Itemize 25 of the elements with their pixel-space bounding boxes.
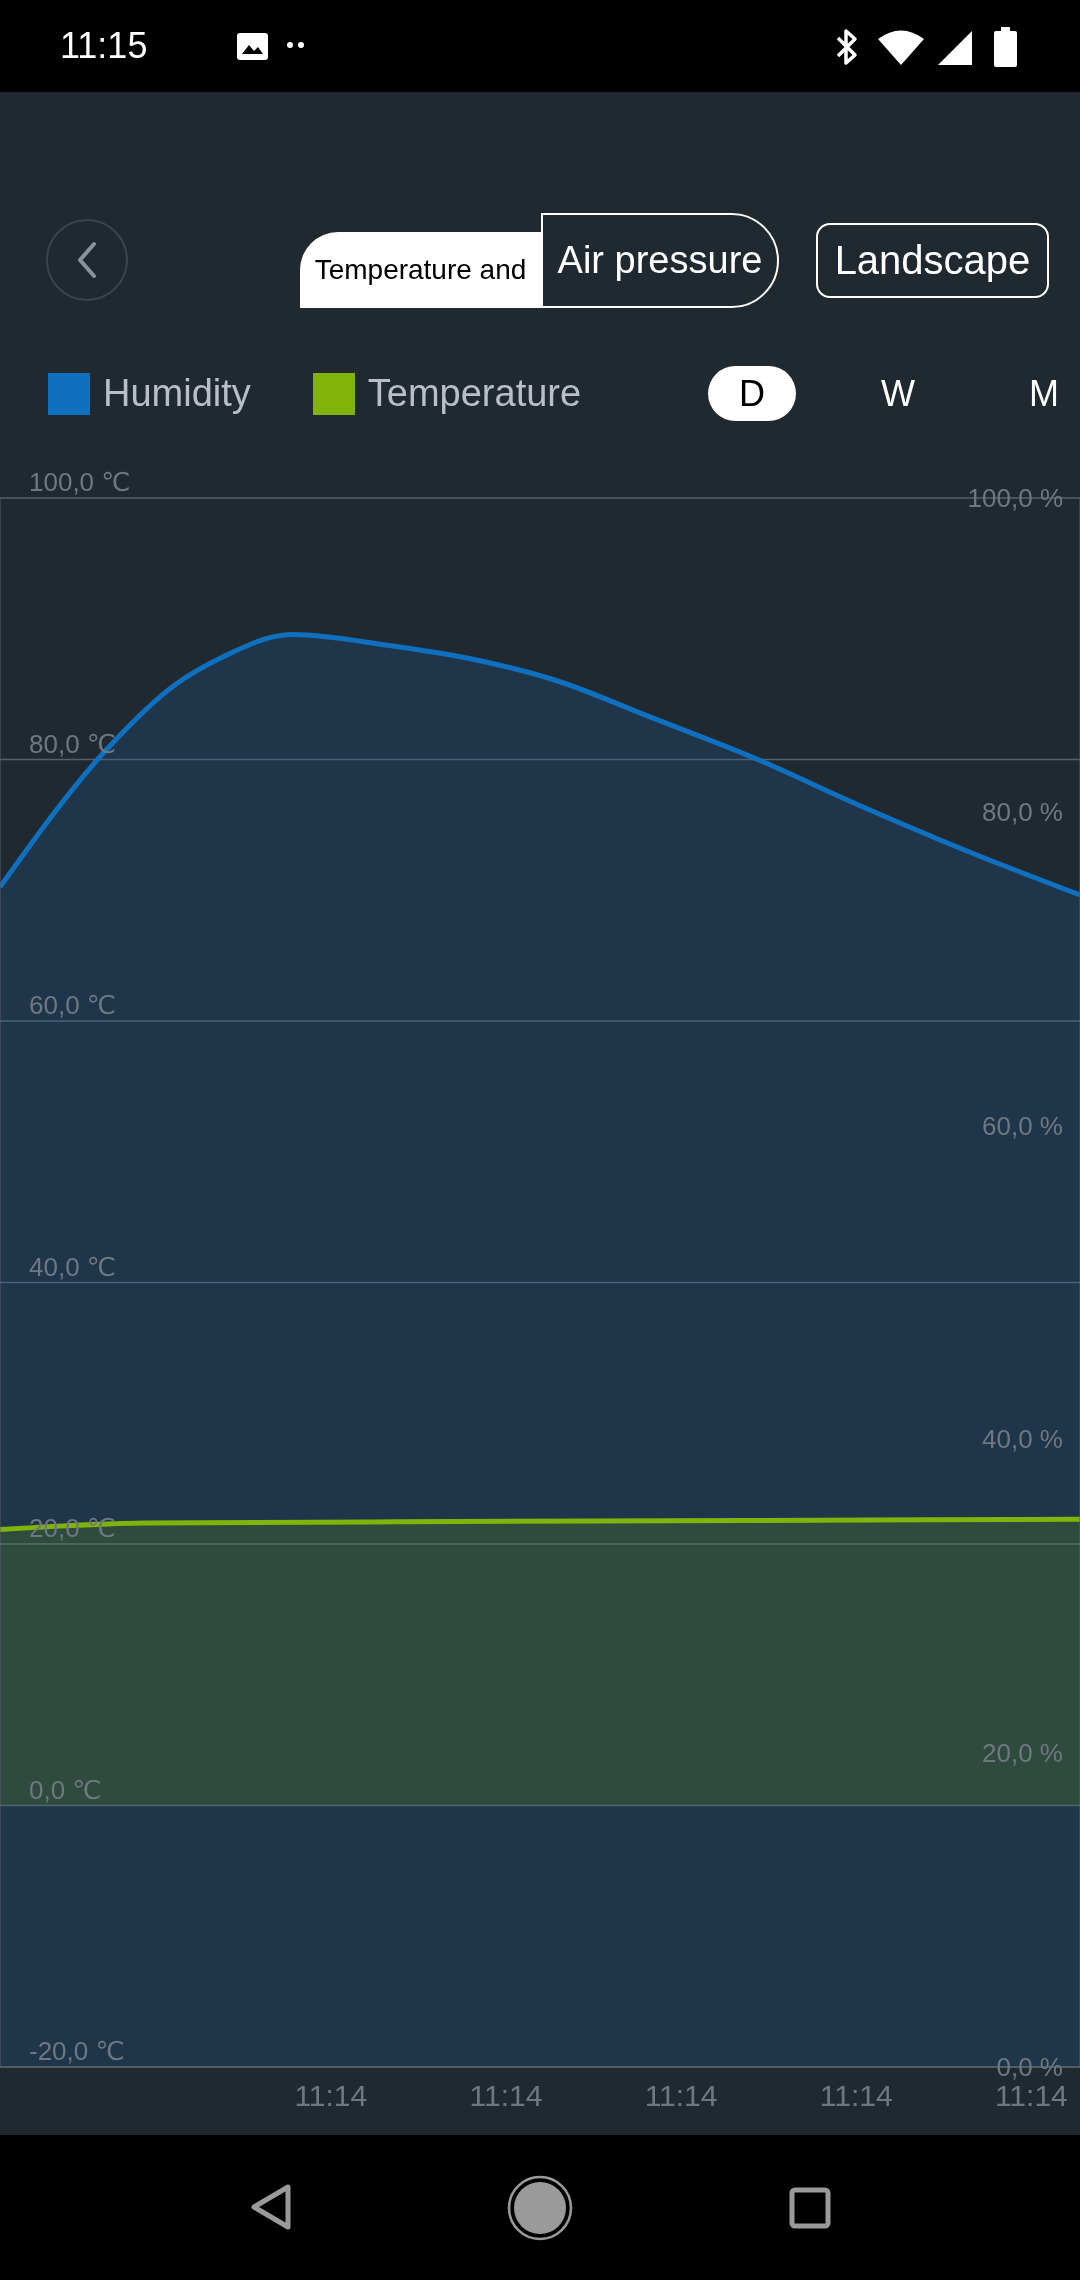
legend-label: Humidity — [103, 372, 251, 414]
tab: Air pressure — [541, 213, 779, 308]
y-tick-label: 0,0 ℃ — [29, 1774, 102, 1805]
y2-tick-label: 60,0 % — [982, 1110, 1063, 1141]
y2-tick-label: 40,0 % — [982, 1424, 1063, 1455]
x-tick-label: 11:14 — [644, 2079, 718, 2113]
y2-tick-label: 80,0 % — [982, 796, 1063, 827]
y-tick-label: 60,0 ℃ — [29, 990, 117, 1020]
y2-tick-label: 20,0 % — [982, 1738, 1063, 1769]
selected-toggle: D — [708, 366, 796, 421]
selected-tab: Temperature and — [300, 232, 541, 308]
x-tick-label: 11:14 — [294, 2079, 368, 2113]
x-tick-label: 11:14 — [819, 2079, 893, 2113]
toggle: M — [1000, 366, 1080, 421]
y2-tick-label: 0,0 % — [996, 2052, 1063, 2082]
toggle: W — [854, 366, 942, 421]
y-tick-label: 40,0 ℃ — [29, 1251, 117, 1282]
y-tick-label: 100,0 ℃ — [29, 467, 131, 497]
x-tick-label: 11:14 — [469, 2079, 543, 2113]
x-tick-label: 11:14 — [994, 2079, 1068, 2113]
button: Landscape — [816, 223, 1049, 298]
legend-label: Temperature — [367, 372, 582, 414]
y-tick-label: -20,0 ℃ — [29, 2036, 125, 2066]
y2-tick-label: 100,0 % — [967, 483, 1063, 513]
text: 11:15 — [60, 25, 148, 66]
